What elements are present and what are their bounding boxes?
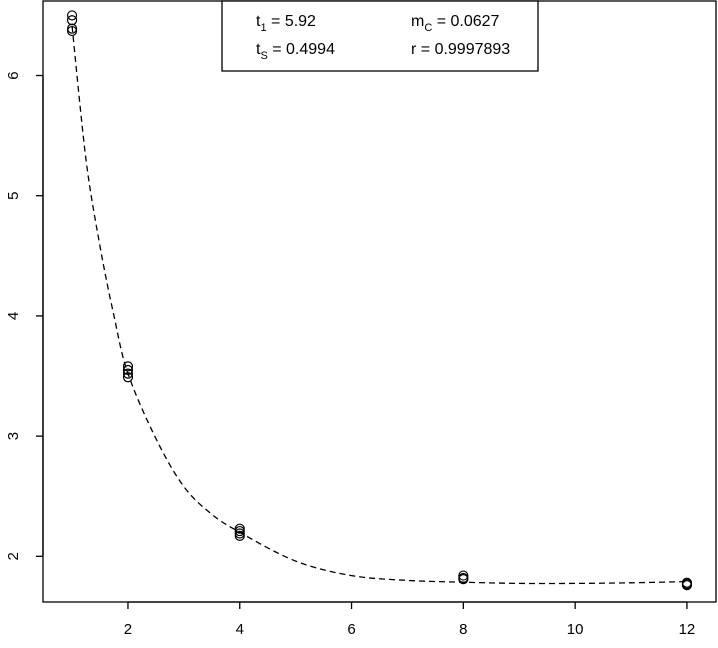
data-point [122, 361, 134, 372]
legend-mc: mC = 0.0627 [411, 13, 500, 34]
legend-t1: t1 = 5.92 [256, 13, 316, 34]
data-point [234, 523, 245, 534]
fitted-curve [71, 26, 687, 585]
data-point [122, 368, 134, 379]
y-tick-label: 4 [5, 312, 22, 320]
x-tick-label: 8 [459, 621, 467, 638]
x-tick-label: 10 [567, 621, 584, 638]
y-tick-label: 5 [5, 192, 22, 200]
y-tick-label: 2 [5, 552, 22, 560]
data-points [66, 10, 693, 591]
y-axis: 2 3 4 5 6 [5, 71, 44, 560]
data-point [234, 525, 245, 537]
legend-ts: tS = 0.4994 [256, 41, 335, 62]
data-point [458, 570, 469, 581]
data-point [66, 10, 78, 21]
plot-frame [42, 0, 717, 603]
legend-box: t1 = 5.92 tS = 0.4994 mC = 0.0627 r = 0.… [221, 0, 539, 72]
x-tick-label: 12 [679, 621, 696, 638]
x-tick-label: 2 [124, 621, 132, 638]
data-point [66, 25, 78, 37]
legend-r: r = 0.9997893 [411, 41, 510, 58]
data-point [234, 528, 245, 539]
y-tick-label: 6 [5, 71, 22, 79]
data-point [458, 574, 469, 585]
x-axis: 2 4 6 8 10 12 [124, 601, 696, 638]
data-point [122, 364, 134, 376]
x-tick-label: 6 [347, 621, 355, 638]
data-point [122, 372, 134, 383]
data-point [66, 23, 78, 34]
data-point [681, 580, 693, 591]
y-tick-label: 3 [5, 432, 22, 440]
x-tick-label: 4 [236, 621, 244, 638]
data-point [234, 530, 245, 541]
